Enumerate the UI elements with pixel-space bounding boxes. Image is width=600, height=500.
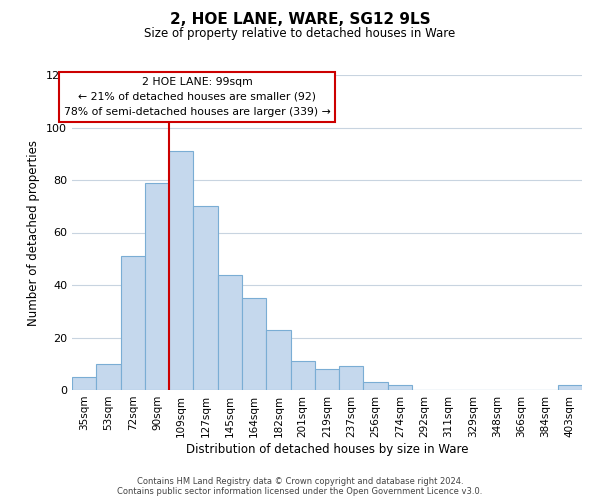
Text: 2 HOE LANE: 99sqm
← 21% of detached houses are smaller (92)
78% of semi-detached: 2 HOE LANE: 99sqm ← 21% of detached hous… [64, 76, 331, 117]
Text: Contains public sector information licensed under the Open Government Licence v3: Contains public sector information licen… [118, 487, 482, 496]
Bar [266, 330, 290, 390]
Text: 2, HOE LANE, WARE, SG12 9LS: 2, HOE LANE, WARE, SG12 9LS [170, 12, 430, 28]
Bar [72, 377, 96, 390]
Bar [558, 385, 582, 390]
Bar [242, 298, 266, 390]
Bar [364, 382, 388, 390]
Bar [169, 151, 193, 390]
Bar [315, 369, 339, 390]
Bar [339, 366, 364, 390]
Text: Contains HM Land Registry data © Crown copyright and database right 2024.: Contains HM Land Registry data © Crown c… [137, 477, 463, 486]
Bar [193, 206, 218, 390]
Bar [290, 361, 315, 390]
Bar [96, 364, 121, 390]
Text: Size of property relative to detached houses in Ware: Size of property relative to detached ho… [145, 28, 455, 40]
Y-axis label: Number of detached properties: Number of detached properties [28, 140, 40, 326]
Bar [145, 182, 169, 390]
X-axis label: Distribution of detached houses by size in Ware: Distribution of detached houses by size … [186, 442, 468, 456]
Bar [121, 256, 145, 390]
Bar [388, 385, 412, 390]
Bar [218, 274, 242, 390]
